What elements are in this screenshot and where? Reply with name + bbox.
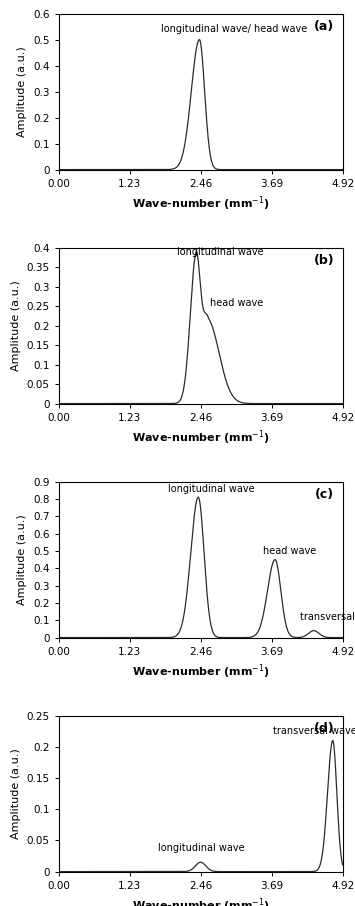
X-axis label: Wave-number (mm$^{-1}$): Wave-number (mm$^{-1}$)	[132, 896, 269, 906]
Text: transversal wave/head wave: transversal wave/head wave	[273, 726, 355, 736]
Text: longitudinal wave: longitudinal wave	[158, 843, 245, 853]
Text: (d): (d)	[313, 722, 334, 735]
Text: head wave: head wave	[263, 546, 317, 556]
Text: longitudinal wave: longitudinal wave	[168, 484, 255, 494]
Text: (b): (b)	[313, 254, 334, 267]
Y-axis label: Amplitude (a.u.): Amplitude (a.u.)	[11, 280, 21, 371]
Text: (c): (c)	[315, 487, 334, 501]
Y-axis label: Amplitude (a.u.): Amplitude (a.u.)	[11, 748, 21, 839]
Text: transversal wave: transversal wave	[300, 612, 355, 622]
Text: longitudinal wave: longitudinal wave	[177, 247, 263, 257]
Text: head wave: head wave	[210, 298, 263, 308]
Y-axis label: Amplitude (a.u.): Amplitude (a.u.)	[17, 515, 27, 605]
Y-axis label: Amplitude (a.u.): Amplitude (a.u.)	[17, 46, 27, 137]
X-axis label: Wave-number (mm$^{-1}$): Wave-number (mm$^{-1}$)	[132, 662, 269, 680]
X-axis label: Wave-number (mm$^{-1}$): Wave-number (mm$^{-1}$)	[132, 194, 269, 213]
Text: longitudinal wave/ head wave: longitudinal wave/ head wave	[161, 24, 307, 34]
Text: (a): (a)	[314, 20, 334, 33]
X-axis label: Wave-number (mm$^{-1}$): Wave-number (mm$^{-1}$)	[132, 429, 269, 447]
